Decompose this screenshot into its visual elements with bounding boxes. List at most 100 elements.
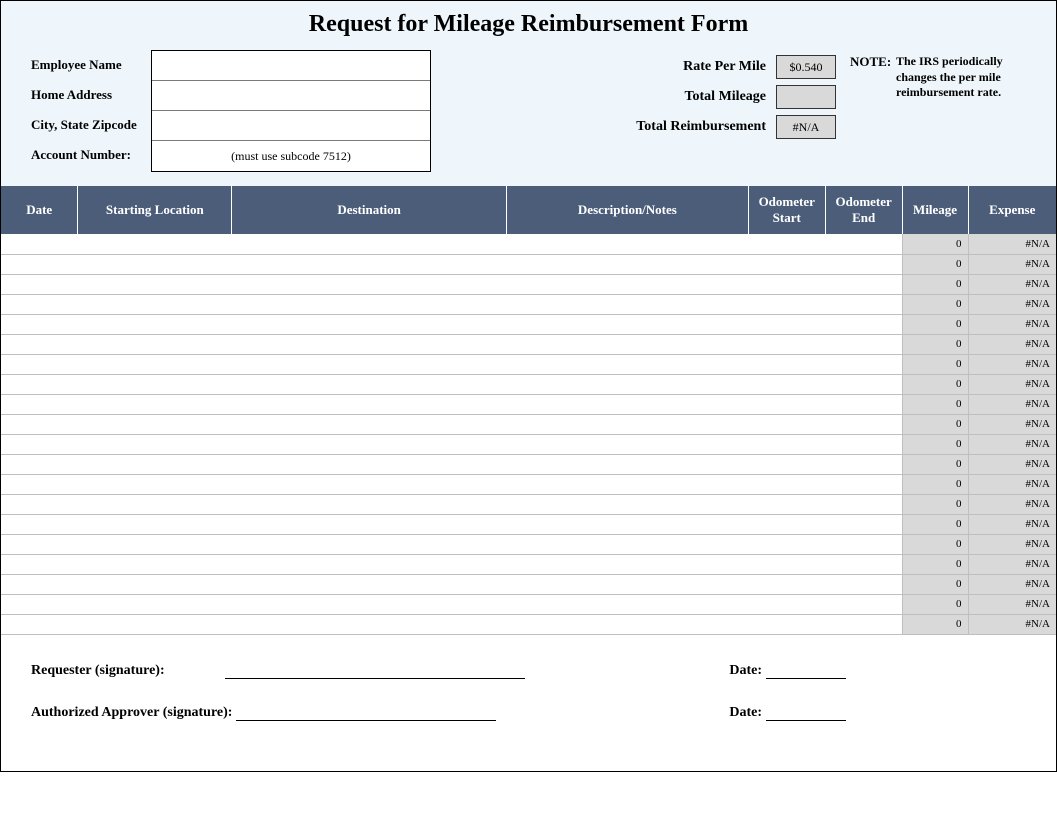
- input-cell[interactable]: [78, 474, 232, 494]
- input-cell[interactable]: [1, 514, 78, 534]
- input-cell[interactable]: [507, 334, 749, 354]
- input-cell[interactable]: [78, 334, 232, 354]
- input-cell[interactable]: [1, 434, 78, 454]
- requester-date-line[interactable]: [766, 663, 846, 679]
- input-cell[interactable]: [78, 254, 232, 274]
- input-cell[interactable]: [507, 414, 749, 434]
- input-cell[interactable]: [78, 354, 232, 374]
- input-cell[interactable]: [1, 314, 78, 334]
- input-cell[interactable]: [232, 374, 507, 394]
- input-cell[interactable]: [825, 394, 902, 414]
- input-cell[interactable]: [78, 374, 232, 394]
- input-cell[interactable]: [78, 454, 232, 474]
- home-address-input[interactable]: [152, 81, 430, 111]
- input-cell[interactable]: [1, 414, 78, 434]
- input-cell[interactable]: [507, 594, 749, 614]
- input-cell[interactable]: [232, 354, 507, 374]
- input-cell[interactable]: [232, 454, 507, 474]
- input-cell[interactable]: [748, 334, 825, 354]
- input-cell[interactable]: [825, 514, 902, 534]
- input-cell[interactable]: [748, 314, 825, 334]
- requester-signature-line[interactable]: [225, 663, 525, 679]
- input-cell[interactable]: [825, 554, 902, 574]
- input-cell[interactable]: [748, 434, 825, 454]
- input-cell[interactable]: [748, 354, 825, 374]
- input-cell[interactable]: [78, 534, 232, 554]
- input-cell[interactable]: [232, 414, 507, 434]
- input-cell[interactable]: [78, 594, 232, 614]
- input-cell[interactable]: [507, 354, 749, 374]
- input-cell[interactable]: [748, 474, 825, 494]
- input-cell[interactable]: [232, 274, 507, 294]
- approver-signature-line[interactable]: [236, 705, 496, 721]
- input-cell[interactable]: [748, 234, 825, 254]
- input-cell[interactable]: [232, 574, 507, 594]
- input-cell[interactable]: [1, 234, 78, 254]
- input-cell[interactable]: [232, 314, 507, 334]
- input-cell[interactable]: [78, 294, 232, 314]
- input-cell[interactable]: [507, 254, 749, 274]
- input-cell[interactable]: [507, 294, 749, 314]
- input-cell[interactable]: [507, 454, 749, 474]
- input-cell[interactable]: [507, 514, 749, 534]
- input-cell[interactable]: [825, 274, 902, 294]
- input-cell[interactable]: [78, 314, 232, 334]
- input-cell[interactable]: [748, 374, 825, 394]
- input-cell[interactable]: [78, 414, 232, 434]
- input-cell[interactable]: [748, 614, 825, 634]
- input-cell[interactable]: [1, 294, 78, 314]
- input-cell[interactable]: [1, 614, 78, 634]
- input-cell[interactable]: [1, 594, 78, 614]
- input-cell[interactable]: [78, 234, 232, 254]
- input-cell[interactable]: [825, 254, 902, 274]
- input-cell[interactable]: [825, 374, 902, 394]
- input-cell[interactable]: [1, 394, 78, 414]
- input-cell[interactable]: [232, 534, 507, 554]
- input-cell[interactable]: [507, 434, 749, 454]
- input-cell[interactable]: [78, 494, 232, 514]
- input-cell[interactable]: [825, 594, 902, 614]
- input-cell[interactable]: [232, 474, 507, 494]
- input-cell[interactable]: [78, 554, 232, 574]
- input-cell[interactable]: [507, 554, 749, 574]
- input-cell[interactable]: [1, 474, 78, 494]
- input-cell[interactable]: [232, 494, 507, 514]
- input-cell[interactable]: [78, 514, 232, 534]
- input-cell[interactable]: [78, 274, 232, 294]
- input-cell[interactable]: [507, 494, 749, 514]
- input-cell[interactable]: [232, 254, 507, 274]
- input-cell[interactable]: [825, 354, 902, 374]
- input-cell[interactable]: [825, 534, 902, 554]
- input-cell[interactable]: [507, 234, 749, 254]
- input-cell[interactable]: [748, 534, 825, 554]
- input-cell[interactable]: [748, 454, 825, 474]
- input-cell[interactable]: [748, 394, 825, 414]
- input-cell[interactable]: [825, 434, 902, 454]
- input-cell[interactable]: [825, 314, 902, 334]
- account-number-input[interactable]: (must use subcode 7512): [152, 141, 430, 171]
- input-cell[interactable]: [507, 374, 749, 394]
- input-cell[interactable]: [1, 574, 78, 594]
- input-cell[interactable]: [232, 394, 507, 414]
- input-cell[interactable]: [748, 294, 825, 314]
- input-cell[interactable]: [1, 374, 78, 394]
- input-cell[interactable]: [507, 394, 749, 414]
- input-cell[interactable]: [825, 454, 902, 474]
- input-cell[interactable]: [78, 434, 232, 454]
- input-cell[interactable]: [232, 294, 507, 314]
- input-cell[interactable]: [825, 614, 902, 634]
- input-cell[interactable]: [507, 534, 749, 554]
- input-cell[interactable]: [748, 514, 825, 534]
- input-cell[interactable]: [1, 354, 78, 374]
- input-cell[interactable]: [1, 274, 78, 294]
- input-cell[interactable]: [825, 494, 902, 514]
- input-cell[interactable]: [1, 454, 78, 474]
- input-cell[interactable]: [232, 594, 507, 614]
- input-cell[interactable]: [748, 574, 825, 594]
- input-cell[interactable]: [825, 574, 902, 594]
- input-cell[interactable]: [748, 274, 825, 294]
- input-cell[interactable]: [507, 314, 749, 334]
- input-cell[interactable]: [1, 254, 78, 274]
- input-cell[interactable]: [825, 414, 902, 434]
- input-cell[interactable]: [748, 594, 825, 614]
